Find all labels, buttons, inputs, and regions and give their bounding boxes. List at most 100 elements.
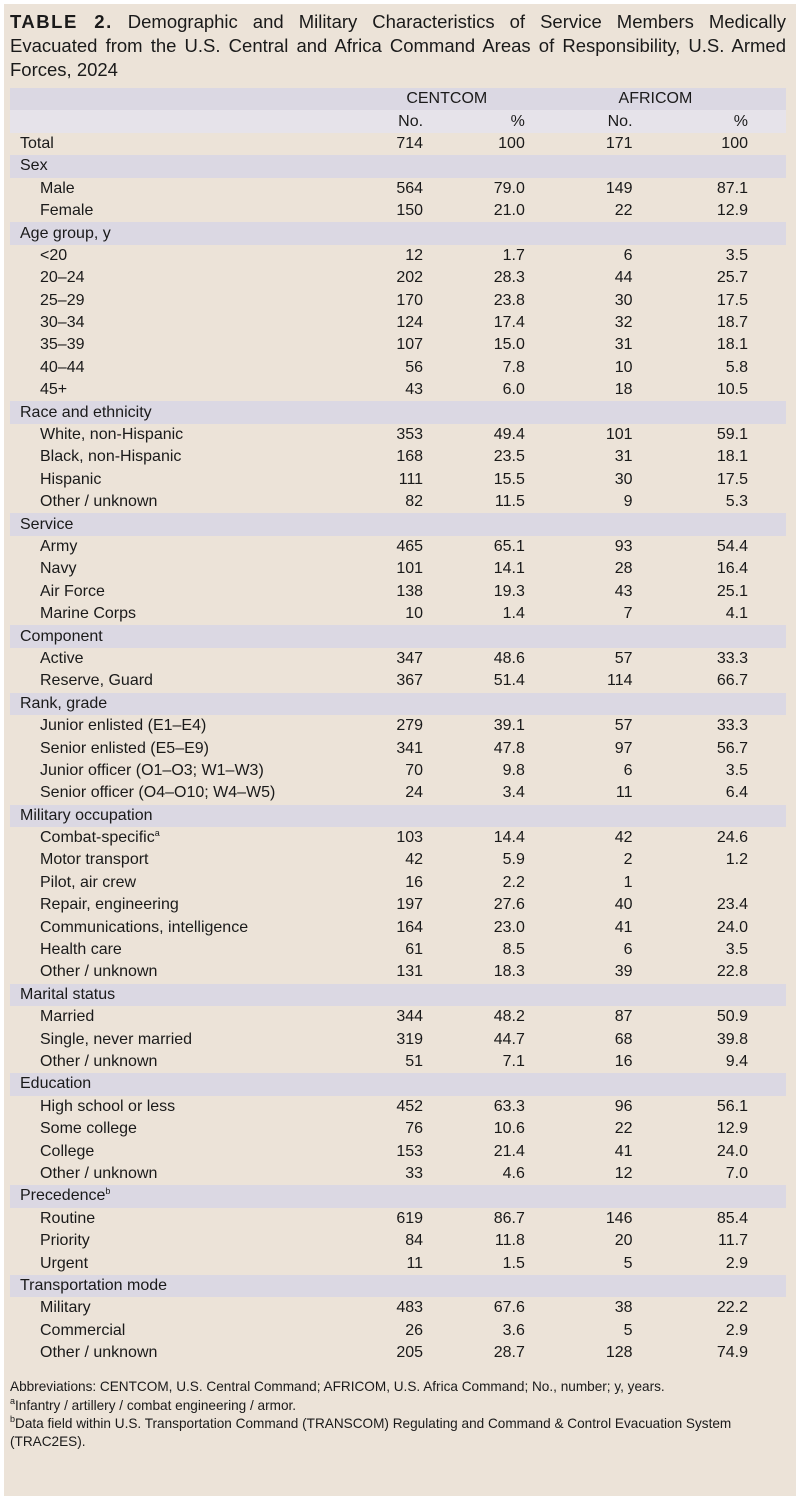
table-row: 35–39 107 15.0 31 18.1 (10, 334, 786, 356)
centcom-no-cell: 111 (398, 470, 424, 488)
africom-pct-cell: 59.1 (716, 426, 748, 444)
table-row: Army 465 65.1 93 54.4 (10, 536, 786, 558)
section-title-text: Transportation mode (20, 1276, 168, 1294)
footnote-a-mark: a (10, 1395, 16, 1406)
table-label: TABLE 2. (10, 11, 113, 32)
row-footnote-mark: a (154, 828, 160, 839)
table-row: Other / unknown 131 18.3 39 22.8 (10, 961, 786, 983)
total-centcom-no: 714 (396, 134, 424, 152)
section-title-text: Sex (20, 157, 48, 175)
centcom-pct-cell: 1.7 (502, 246, 525, 264)
header-africom-no: No. (524, 110, 633, 133)
row-label: Navy (10, 558, 369, 580)
row-label-text: Repair, engineering (40, 896, 179, 914)
table-row: White, non-Hispanic 353 49.4 101 59.1 (10, 424, 786, 446)
footnote-a: aInfantry / artillery / combat engineeri… (10, 1395, 780, 1415)
centcom-no-cell: 164 (396, 918, 424, 936)
row-label-text: Combat-specific (40, 829, 155, 847)
africom-no-cell: 5 (623, 1254, 633, 1272)
centcom-pct-cell: 1.4 (502, 605, 525, 623)
africom-no-cell: 2 (623, 851, 633, 869)
centcom-pct-cell: 39.1 (493, 717, 525, 735)
table-title: Demographic and Military Characteristics… (10, 11, 787, 80)
section-title: Transportation mode (10, 1274, 786, 1298)
africom-pct-cell: 3.5 (725, 941, 748, 959)
row-label-text: Communications, intelligence (40, 918, 249, 936)
africom-pct-cell: 12.9 (716, 202, 748, 220)
centcom-pct-cell: 7.1 (502, 1052, 525, 1070)
centcom-no-cell: 341 (396, 739, 424, 757)
centcom-no-cell: 84 (405, 1232, 424, 1250)
row-label: White, non-Hispanic (10, 424, 369, 446)
table-row: Hispanic 111 15.5 30 17.5 (10, 469, 786, 491)
row-label: Hispanic (10, 469, 369, 491)
centcom-pct-cell: 48.2 (493, 1008, 525, 1026)
row-label: Active (10, 648, 369, 670)
africom-pct-cell: 1.2 (725, 851, 748, 869)
table-row: 30–34 124 17.4 32 18.7 (10, 312, 786, 334)
table-row: 45+ 43 6.0 18 10.5 (10, 379, 786, 401)
africom-no-cell: 87 (614, 1008, 633, 1026)
row-label-text: Other / unknown (40, 963, 158, 981)
row-label: Junior officer (O1–O3; W1–W3) (10, 760, 369, 782)
centcom-no-cell: 101 (396, 560, 424, 578)
row-label: Senior enlisted (E5–E9) (10, 737, 369, 759)
section-title-footnote-mark: b (105, 1186, 111, 1197)
centcom-pct-cell: 28.7 (493, 1344, 525, 1362)
section-title-text: Race and ethnicity (20, 403, 152, 421)
africom-pct-cell: 22.2 (716, 1299, 748, 1317)
centcom-pct-cell: 27.6 (493, 896, 525, 914)
table-row: Urgent 11 1.5 5 2.9 (10, 1252, 786, 1274)
africom-pct-cell: 17.5 (716, 291, 748, 309)
africom-no-cell: 41 (614, 1142, 633, 1160)
africom-no-cell: 7 (623, 605, 633, 623)
africom-no-cell: 30 (614, 470, 633, 488)
africom-pct-cell: 22.8 (716, 963, 748, 981)
table-row: Repair, engineering 197 27.6 40 23.4 (10, 894, 786, 916)
centcom-no-cell: 319 (396, 1030, 424, 1048)
africom-no-cell: 11 (615, 784, 633, 802)
table-caption: TABLE 2. Demographic and Military Charac… (10, 10, 786, 82)
row-label-text: Female (40, 202, 94, 220)
table-row: <20 12 1.7 6 3.5 (10, 245, 786, 267)
africom-no-cell: 149 (605, 179, 633, 197)
centcom-pct-cell: 23.5 (493, 448, 525, 466)
row-label-text: Motor transport (40, 851, 149, 869)
centcom-pct-cell: 79.0 (493, 179, 525, 197)
africom-pct-cell: 33.3 (716, 717, 748, 735)
row-label: Military (10, 1297, 369, 1319)
africom-no-cell: 10 (614, 358, 633, 376)
centcom-no-cell: 131 (396, 963, 424, 981)
row-label: Air Force (10, 581, 369, 603)
centcom-no-cell: 205 (396, 1344, 424, 1362)
table-row: Health care 61 8.5 6 3.5 (10, 939, 786, 961)
table-row: Married 344 48.2 87 50.9 (10, 1006, 786, 1028)
africom-pct-cell: 24.6 (716, 829, 748, 847)
africom-pct-cell: 54.4 (716, 538, 748, 555)
africom-no-cell: 57 (614, 649, 633, 667)
africom-no-cell: 9 (623, 493, 633, 511)
row-label: 25–29 (10, 290, 369, 312)
centcom-no-cell: 138 (396, 582, 424, 600)
row-label: 40–44 (10, 357, 369, 379)
africom-pct-cell: 23.4 (716, 896, 748, 914)
row-label: Routine (10, 1208, 369, 1230)
africom-no-cell: 16 (614, 1052, 633, 1070)
centcom-pct-cell: 19.3 (493, 582, 525, 600)
centcom-no-cell: 619 (396, 1209, 424, 1227)
africom-no-cell: 30 (614, 291, 633, 309)
row-label-text: Army (40, 538, 78, 555)
table-row: College 153 21.4 41 24.0 (10, 1140, 786, 1162)
table-row: Navy 101 14.1 28 16.4 (10, 558, 786, 580)
africom-pct-cell: 9.4 (725, 1052, 748, 1070)
centcom-no-cell: 42 (405, 851, 424, 869)
row-label-text: Junior enlisted (E1–E4) (40, 717, 207, 735)
africom-pct-cell: 10.5 (716, 381, 748, 399)
row-label: Other / unknown (10, 491, 369, 513)
header-centcom-pct: % (423, 110, 525, 133)
africom-pct-cell (633, 872, 786, 894)
africom-pct-cell: 25.7 (716, 269, 748, 287)
centcom-no-cell: 168 (396, 448, 424, 466)
centcom-pct-cell: 11.5 (494, 493, 525, 511)
africom-no-cell: 44 (614, 269, 633, 287)
